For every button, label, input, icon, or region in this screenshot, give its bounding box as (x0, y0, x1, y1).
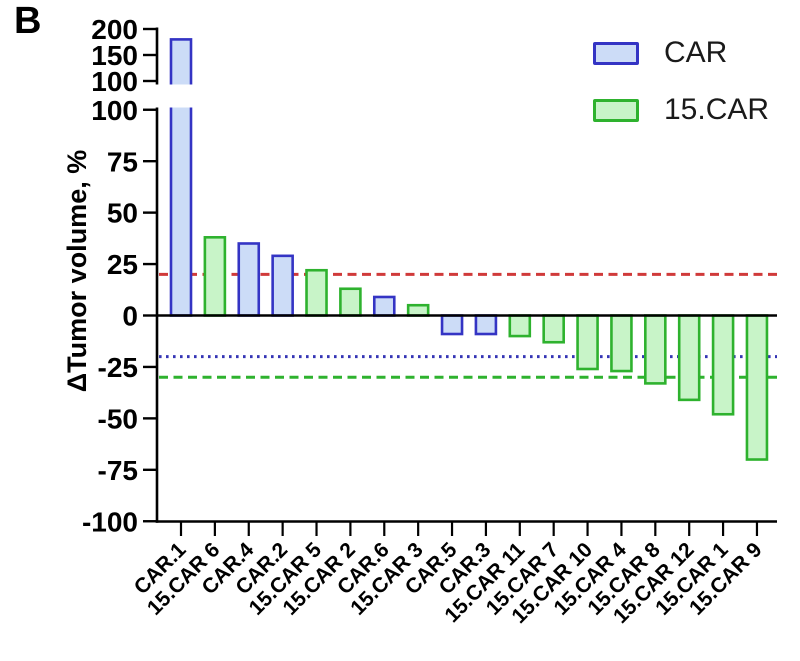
bar-15.CAR 8 (644, 314, 667, 385)
y-axis-tick-label: -25 (98, 352, 138, 383)
y-axis-tick-label: 100 (91, 95, 138, 126)
bar-15.CAR 2 (339, 287, 362, 317)
bar-CAR.1 (169, 107, 193, 317)
legend-label-15car: 15.CAR (664, 93, 770, 126)
y-axis-tick-label: -50 (98, 403, 138, 434)
bar-CAR.4 (237, 242, 261, 317)
legend: CAR 15.CAR (593, 38, 769, 125)
bar-15.CAR 4 (610, 314, 633, 373)
legend-swatch-car (593, 41, 639, 65)
bar-15.CAR 11 (508, 314, 532, 338)
bar-15.CAR 6 (203, 236, 227, 317)
bar-CAR.5 (440, 314, 464, 336)
y-axis-tick-label: 0 (122, 301, 138, 332)
y-axis-tick-label: -75 (98, 455, 138, 486)
legend-item-15car: 15.CAR (593, 95, 769, 125)
legend-item-car: CAR (593, 38, 769, 68)
bar-CAR.6 (372, 295, 396, 317)
y-axis-tick-label: 100 (91, 66, 138, 97)
y-axis-title: ΔTumor volume, % (62, 149, 92, 393)
y-axis-tick-label: 50 (107, 198, 138, 229)
bar-CAR.1 (169, 38, 193, 85)
bar-CAR.3 (474, 314, 498, 336)
legend-swatch-15car (593, 98, 639, 122)
y-axis-tick-label: 150 (91, 40, 138, 71)
y-axis-tick-label: -100 (82, 506, 138, 537)
legend-label-car: CAR (664, 36, 728, 69)
bar-15.CAR 10 (576, 314, 599, 371)
y-axis-tick-label: 200 (91, 14, 138, 45)
y-axis-tick-label: 75 (107, 146, 138, 177)
bar-15.CAR 12 (677, 314, 701, 402)
bar-15.CAR 9 (745, 314, 769, 461)
bar-15.CAR 1 (711, 314, 735, 416)
bar-15.CAR 5 (305, 268, 328, 317)
panel-label: B (14, 0, 42, 42)
bar-15.CAR 3 (406, 303, 430, 317)
bar-CAR.2 (271, 254, 294, 317)
y-axis-tick-label: 25 (107, 249, 138, 280)
bar-15.CAR 7 (542, 314, 565, 344)
